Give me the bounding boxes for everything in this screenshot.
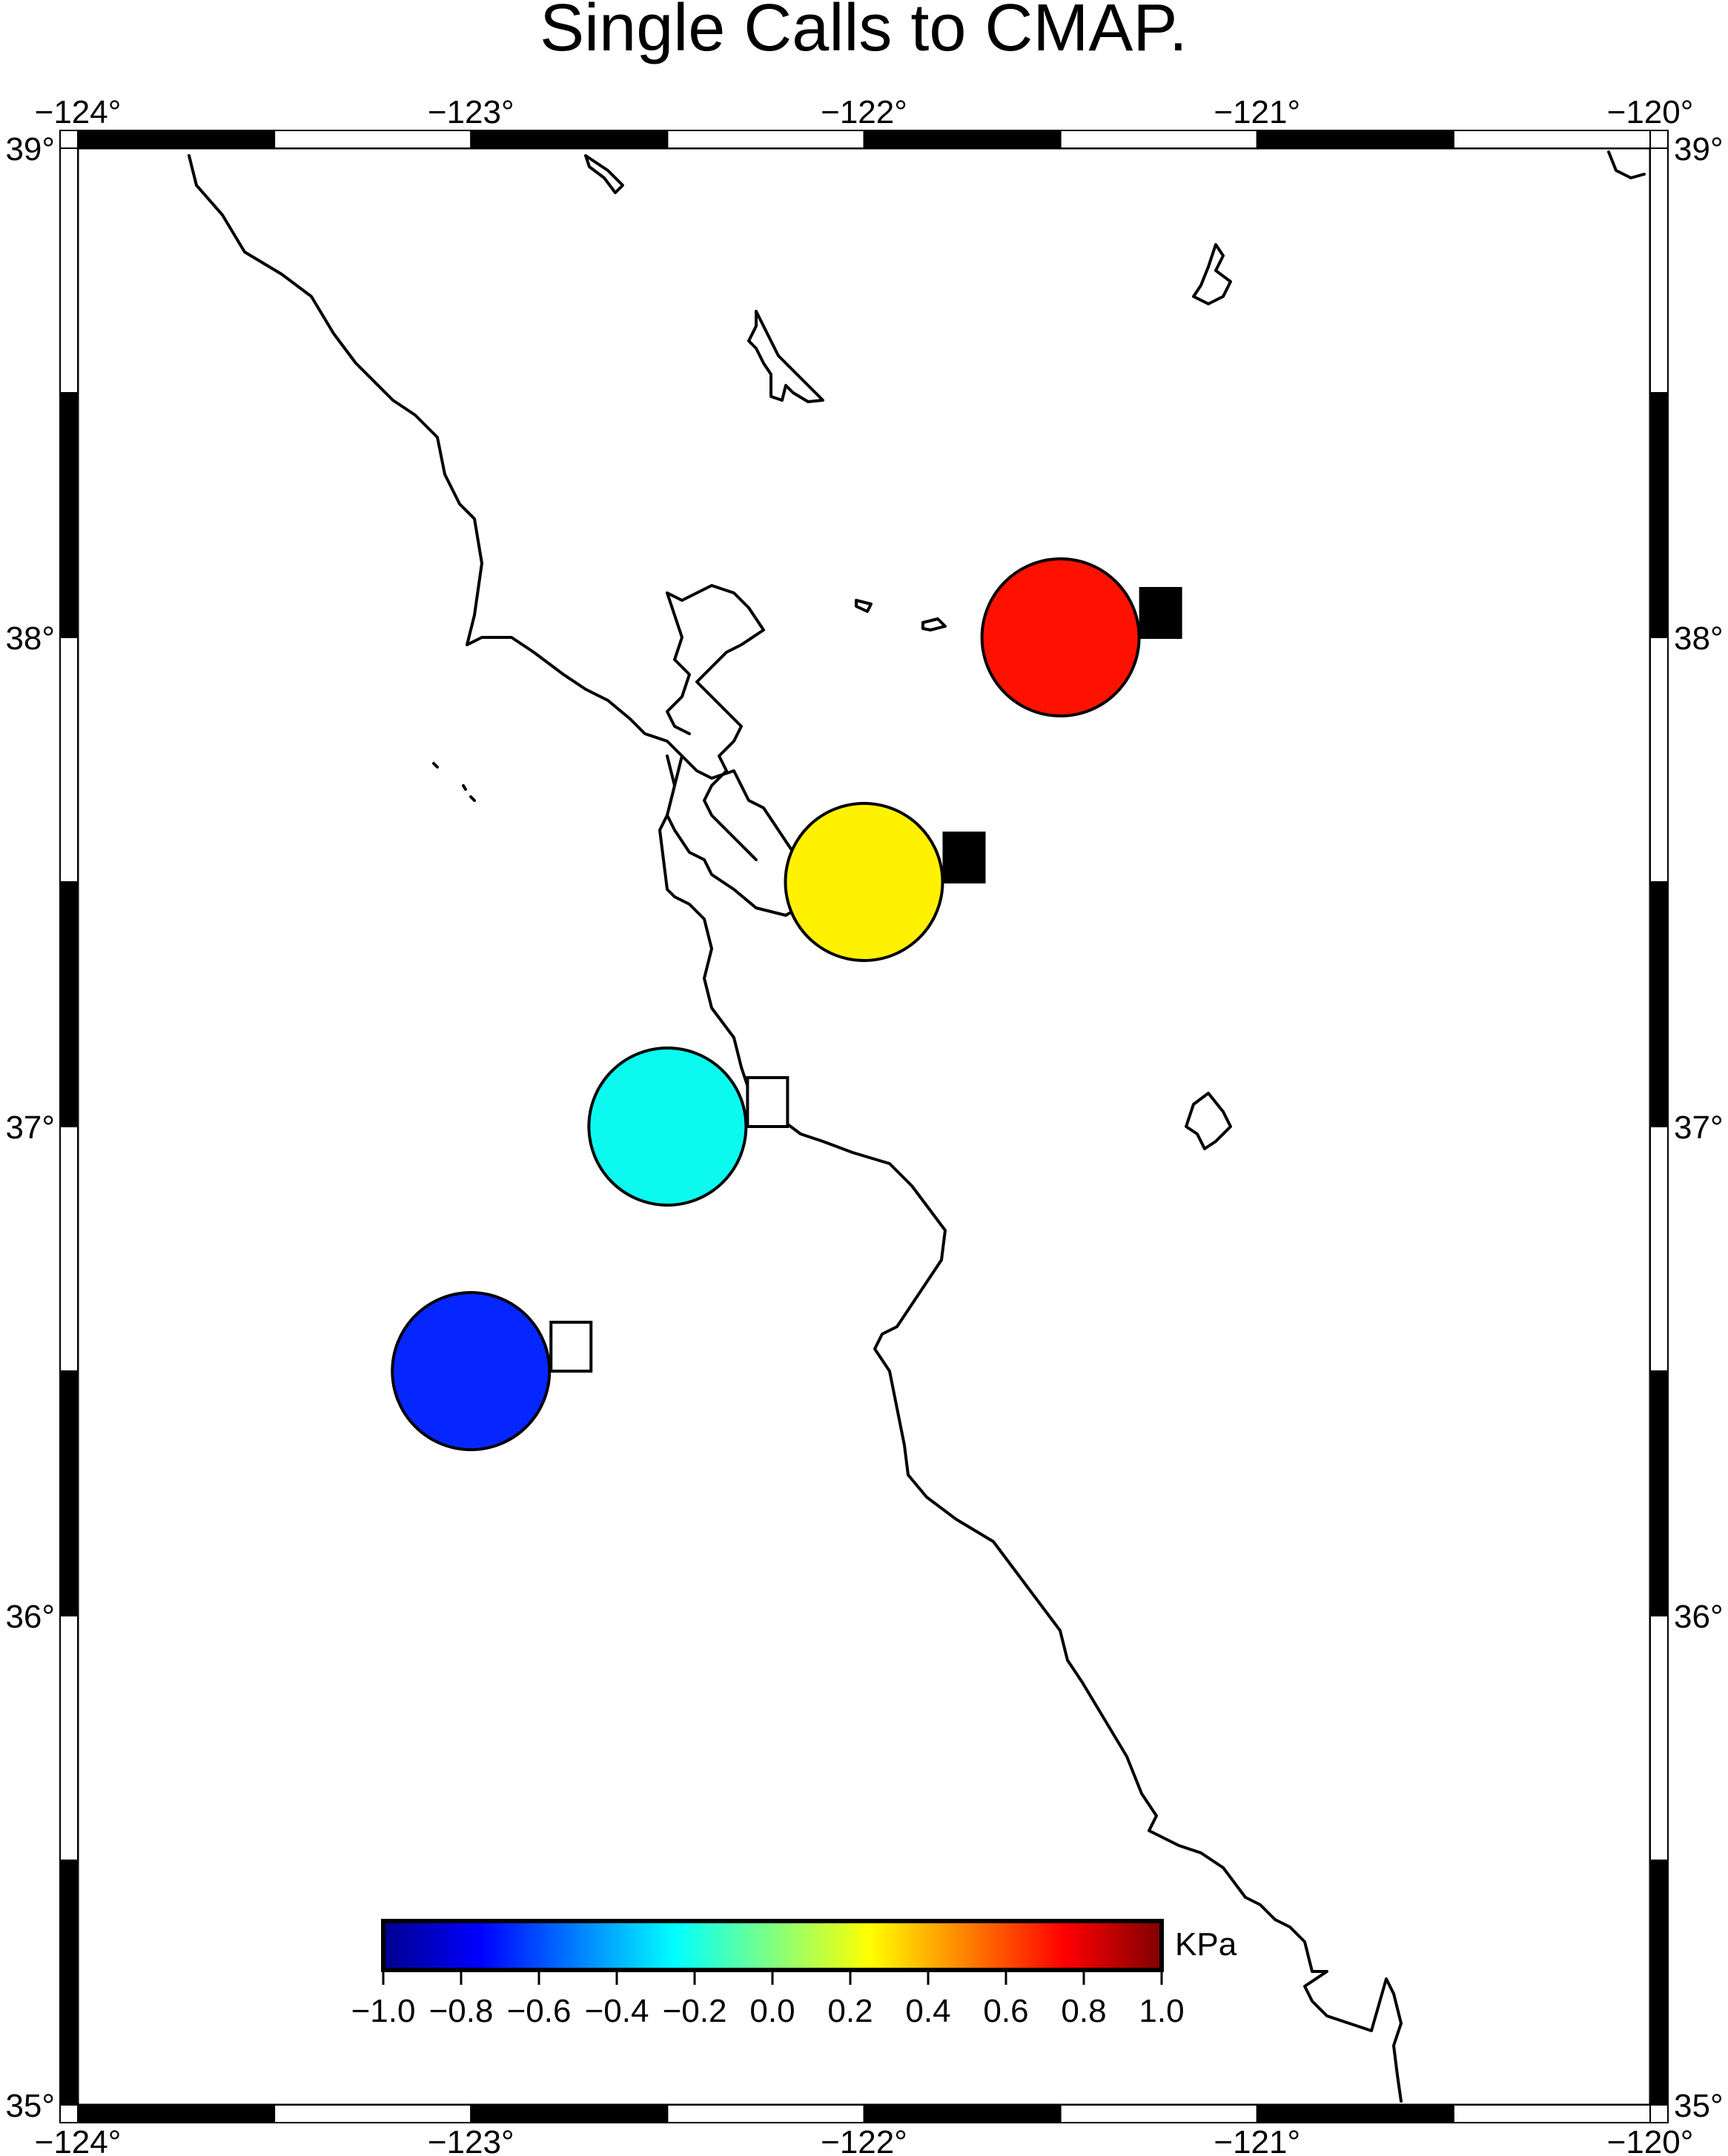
colorbar-unit: KPa: [1175, 1926, 1237, 1963]
lon-tick-label-top: −123°: [428, 94, 514, 130]
lake-berryessa: [747, 310, 824, 403]
frame-segment-top: [274, 130, 472, 149]
frame-segment-left: [59, 1615, 79, 1861]
lon-tick-label-top: −120°: [1607, 94, 1694, 130]
frame-corner: [59, 130, 79, 149]
lon-tick-label-top: −122°: [821, 94, 907, 130]
frame-corner: [1649, 2104, 1669, 2123]
frame-inner: [76, 147, 1652, 2106]
lon-tick-label-bottom: −121°: [1214, 2124, 1300, 2156]
colorbar-tick-label: 1.0: [1139, 1993, 1184, 2029]
lon-tick-label-bottom: −120°: [1607, 2124, 1694, 2156]
mainland-coastline: [188, 154, 1403, 2103]
small-lake-north: [1192, 243, 1232, 305]
frame-segment-right: [1649, 1370, 1669, 1616]
frame-segment-bottom: [1452, 2104, 1651, 2123]
frame-segment-top: [77, 130, 276, 149]
colorbar-tick-label: −1.0: [351, 1993, 416, 2029]
lat-tick-label-left: 39°: [5, 131, 55, 167]
bay-shoreline: [666, 584, 765, 861]
coastline: [188, 150, 1646, 2103]
frame-segment-left: [59, 147, 79, 394]
lon-tick-label-bottom: −122°: [821, 2124, 907, 2156]
lon-tick-label-bottom: −123°: [428, 2124, 514, 2156]
colorbar-tick-label: −0.8: [429, 1993, 494, 2029]
frame-segment-left: [59, 392, 79, 638]
frame-segment-top: [1059, 130, 1258, 149]
colorbar-gradient-bar: [381, 1919, 1164, 1972]
frame-segment-top: [1452, 130, 1651, 149]
lon-tick-label-top: −124°: [35, 94, 122, 130]
colorbar-ticks: −1.0 −0.8 −0.6 −0.4 −0.2 0.0 0.2 0.4 0.6 0.8 1.0: [351, 1970, 1185, 2029]
delta-blob-1: [855, 599, 873, 613]
frame-segment-right: [1649, 1615, 1669, 1861]
frame-segment-bottom: [1256, 2104, 1454, 2123]
colorbar: KPa −1.0 −0.8 −0.6 −0.4 −0.2 0.0 0.2 0.4 0.6 0.8 1…: [351, 1919, 1237, 2029]
frame-segment-bottom: [666, 2104, 865, 2123]
frame-segment-right: [1649, 637, 1669, 883]
frame-segment-bottom: [1059, 2104, 1258, 2123]
lat-tick-label-left: 37°: [5, 1109, 55, 1146]
data-points: [391, 557, 1182, 1451]
frame-segment-bottom: [863, 2104, 1062, 2123]
northeast-shore: [1607, 150, 1646, 179]
frame-segment-top: [470, 130, 669, 149]
map-title: Single Calls to CMAP.: [540, 0, 1188, 65]
frame-corner: [59, 2104, 79, 2123]
frame-segment-right: [1649, 392, 1669, 638]
colorbar-tick-label: −0.6: [507, 1993, 572, 2029]
frame-segment-right: [1649, 881, 1669, 1127]
value-circle: [980, 557, 1141, 717]
island-north: [584, 154, 624, 194]
lat-tick-label-left: 38°: [5, 620, 55, 657]
frame-outer: [59, 130, 1669, 2123]
frame-segment-left: [59, 1860, 79, 2106]
colorbar-tick-label: 0.6: [983, 1993, 1028, 2029]
colorbar-tick-label: −0.2: [663, 1993, 727, 2029]
status-square: [942, 832, 986, 883]
colorbar-tick-label: −0.4: [585, 1993, 649, 2029]
farallon-islands: [432, 762, 476, 802]
lat-tick-label-right: 39°: [1674, 131, 1724, 167]
lon-tick-label-top: −121°: [1214, 94, 1300, 130]
colorbar-tick-label: 0.4: [905, 1993, 950, 2029]
frame-segment-left: [59, 637, 79, 883]
frame-segment-left: [59, 881, 79, 1127]
status-square: [1139, 587, 1182, 639]
frame-segment-right: [1649, 1860, 1669, 2106]
lat-tick-label-right: 35°: [1674, 2088, 1724, 2124]
lat-tick-label-left: 35°: [5, 2088, 55, 2124]
frame-segment-top: [863, 130, 1062, 149]
lon-tick-label-bottom: −124°: [35, 2124, 122, 2156]
status-square: [746, 1076, 789, 1128]
colorbar-tick-label: 0.0: [749, 1993, 795, 2029]
value-circle: [391, 1291, 552, 1451]
colorbar-tick-label: 0.2: [827, 1993, 873, 2029]
status-square: [549, 1321, 593, 1373]
map-frame: −124° −124° −123° −123° −122° −122° −121° −121°…: [5, 94, 1723, 2156]
frame-segment-bottom: [77, 2104, 276, 2123]
value-circle: [587, 1047, 748, 1207]
lat-tick-label-left: 36°: [5, 1599, 55, 1635]
frame-segment-bottom: [274, 2104, 472, 2123]
frame-segment-left: [59, 1126, 79, 1372]
lat-tick-label-right: 38°: [1674, 620, 1724, 657]
frame-segment-left: [59, 1370, 79, 1616]
lat-tick-label-right: 36°: [1674, 1599, 1724, 1635]
delta-blob-2: [921, 617, 947, 631]
frame-segment-top: [1256, 130, 1454, 149]
reservoir-south: [1185, 1092, 1232, 1150]
frame-segment-right: [1649, 147, 1669, 394]
frame-segment-top: [666, 130, 865, 149]
frame-corner: [1649, 130, 1669, 149]
lat-tick-label-right: 37°: [1674, 1109, 1724, 1146]
frame-segment-bottom: [470, 2104, 669, 2123]
frame-segment-right: [1649, 1126, 1669, 1372]
value-circle: [784, 802, 944, 962]
colorbar-tick-label: 0.8: [1061, 1993, 1106, 2029]
